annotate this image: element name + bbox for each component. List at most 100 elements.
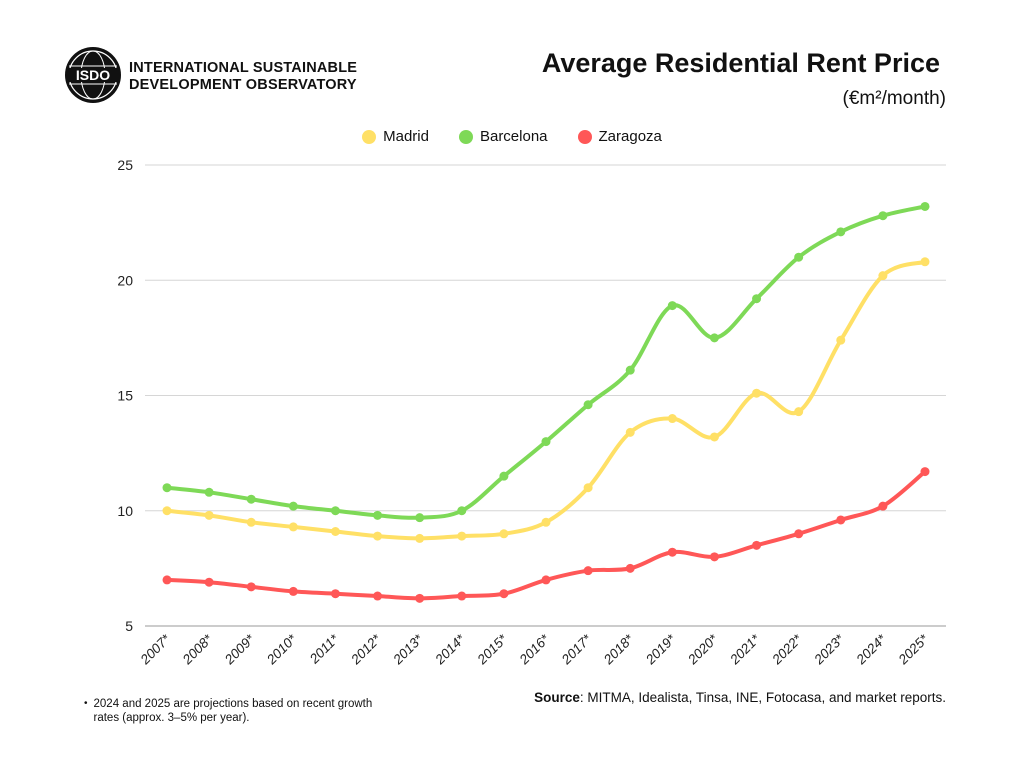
x-tick-label: 2019*: [642, 631, 679, 668]
x-tick-label: 2009*: [221, 631, 258, 668]
x-tick-label: 2016*: [516, 631, 553, 668]
x-tick-label: 2007*: [137, 631, 174, 668]
source-label: Source: [534, 690, 580, 705]
data-point-barcelona: [330, 506, 340, 516]
y-tick-label: 10: [117, 503, 133, 519]
data-point-barcelona: [667, 301, 677, 311]
x-tick-label: 2014*: [432, 631, 469, 668]
footnote: • 2024 and 2025 are projections based on…: [84, 697, 374, 725]
data-point-madrid: [836, 335, 846, 345]
data-point-zaragoza: [246, 582, 256, 592]
data-point-madrid: [709, 432, 719, 442]
data-point-zaragoza: [457, 591, 467, 601]
data-point-madrid: [204, 510, 214, 520]
data-point-zaragoza: [794, 529, 804, 539]
data-point-madrid: [541, 517, 551, 527]
legend-swatch-zaragoza: [577, 129, 592, 144]
legend-label-barcelona: Barcelona: [479, 128, 548, 145]
data-point-madrid: [667, 414, 677, 424]
source-note: Source: MITMA, Idealista, Tinsa, INE, Fo…: [534, 690, 946, 705]
data-point-madrid: [499, 529, 509, 539]
data-point-zaragoza: [625, 563, 635, 573]
data-point-barcelona: [162, 483, 172, 493]
legend-swatch-madrid: [362, 129, 377, 144]
x-tick-label: 2021*: [726, 631, 763, 668]
y-tick-label: 20: [117, 272, 133, 288]
x-tick-label: 2013*: [390, 631, 427, 668]
data-point-barcelona: [794, 252, 804, 262]
data-point-zaragoza: [162, 575, 172, 585]
x-tick-label: 2008*: [179, 631, 216, 668]
legend-item-madrid: Madrid: [362, 128, 429, 145]
data-point-zaragoza: [752, 540, 762, 550]
x-tick-label: 2022*: [769, 631, 806, 668]
data-point-zaragoza: [541, 575, 551, 585]
series-line-barcelona: [165, 204, 927, 520]
data-point-barcelona: [457, 506, 467, 516]
data-point-zaragoza: [667, 547, 677, 557]
data-point-barcelona: [583, 400, 593, 410]
x-tick-label: 2012*: [347, 631, 384, 668]
series-line-madrid: [165, 259, 927, 541]
legend-item-zaragoza: Zaragoza: [577, 128, 662, 145]
data-point-madrid: [625, 427, 635, 437]
data-point-barcelona: [752, 294, 762, 304]
data-point-madrid: [162, 506, 172, 516]
data-point-barcelona: [246, 494, 256, 504]
x-tick-label: 2010*: [263, 631, 300, 668]
x-tick-label: 2023*: [811, 631, 848, 668]
bullet-icon: •: [84, 698, 88, 709]
data-point-madrid: [288, 522, 298, 532]
data-point-zaragoza: [373, 591, 383, 601]
data-point-barcelona: [288, 501, 298, 511]
logo-text: ISDO: [76, 67, 110, 83]
isdo-logo: ISDO: [65, 47, 121, 103]
source-text: : MITMA, Idealista, Tinsa, INE, Fotocasa…: [579, 690, 946, 705]
data-point-barcelona: [415, 513, 425, 523]
data-point-barcelona: [204, 487, 214, 497]
data-point-barcelona: [878, 211, 888, 221]
data-point-zaragoza: [330, 589, 340, 599]
data-point-zaragoza: [709, 552, 719, 562]
data-point-madrid: [794, 407, 804, 417]
x-tick-label: 2025*: [895, 631, 932, 668]
organization-name: INTERNATIONAL SUSTAINABLE DEVELOPMENT OB…: [129, 60, 357, 94]
data-point-barcelona: [920, 201, 930, 211]
y-tick-label: 25: [117, 157, 133, 173]
legend-item-barcelona: Barcelona: [458, 128, 548, 145]
data-point-zaragoza: [499, 589, 509, 599]
x-tick-label: 2018*: [600, 631, 637, 668]
x-tick-label: 2020*: [684, 631, 721, 668]
org-line-2: DEVELOPMENT OBSERVATORY: [129, 77, 357, 93]
data-point-zaragoza: [204, 577, 214, 587]
y-tick-label: 15: [117, 388, 133, 404]
data-point-zaragoza: [583, 566, 593, 576]
data-point-barcelona: [709, 333, 719, 343]
chart-subtitle: (€m²/month): [842, 88, 946, 109]
data-point-zaragoza: [836, 515, 846, 525]
data-point-zaragoza: [288, 586, 298, 596]
data-point-barcelona: [499, 471, 509, 481]
y-tick-label: 5: [125, 618, 133, 634]
data-point-madrid: [373, 531, 383, 541]
x-tick-label: 2017*: [558, 631, 595, 668]
data-point-madrid: [246, 517, 256, 527]
data-point-madrid: [878, 271, 888, 281]
footnote-text: 2024 and 2025 are projections based on r…: [93, 698, 373, 724]
data-point-madrid: [920, 257, 930, 267]
legend-swatch-barcelona: [458, 129, 473, 144]
chart-title: Average Residential Rent Price: [541, 48, 940, 78]
data-point-madrid: [752, 388, 762, 398]
org-line-1: INTERNATIONAL SUSTAINABLE: [129, 60, 358, 76]
data-point-madrid: [415, 533, 425, 543]
data-point-madrid: [583, 483, 593, 493]
data-point-barcelona: [373, 510, 383, 520]
data-point-madrid: [330, 526, 340, 536]
data-point-barcelona: [625, 365, 635, 375]
legend-label-madrid: Madrid: [383, 128, 429, 145]
data-point-zaragoza: [415, 593, 425, 603]
data-point-barcelona: [836, 227, 846, 237]
data-point-zaragoza: [878, 501, 888, 511]
legend-label-zaragoza: Zaragoza: [598, 128, 662, 145]
x-tick-label: 2015*: [474, 631, 511, 668]
